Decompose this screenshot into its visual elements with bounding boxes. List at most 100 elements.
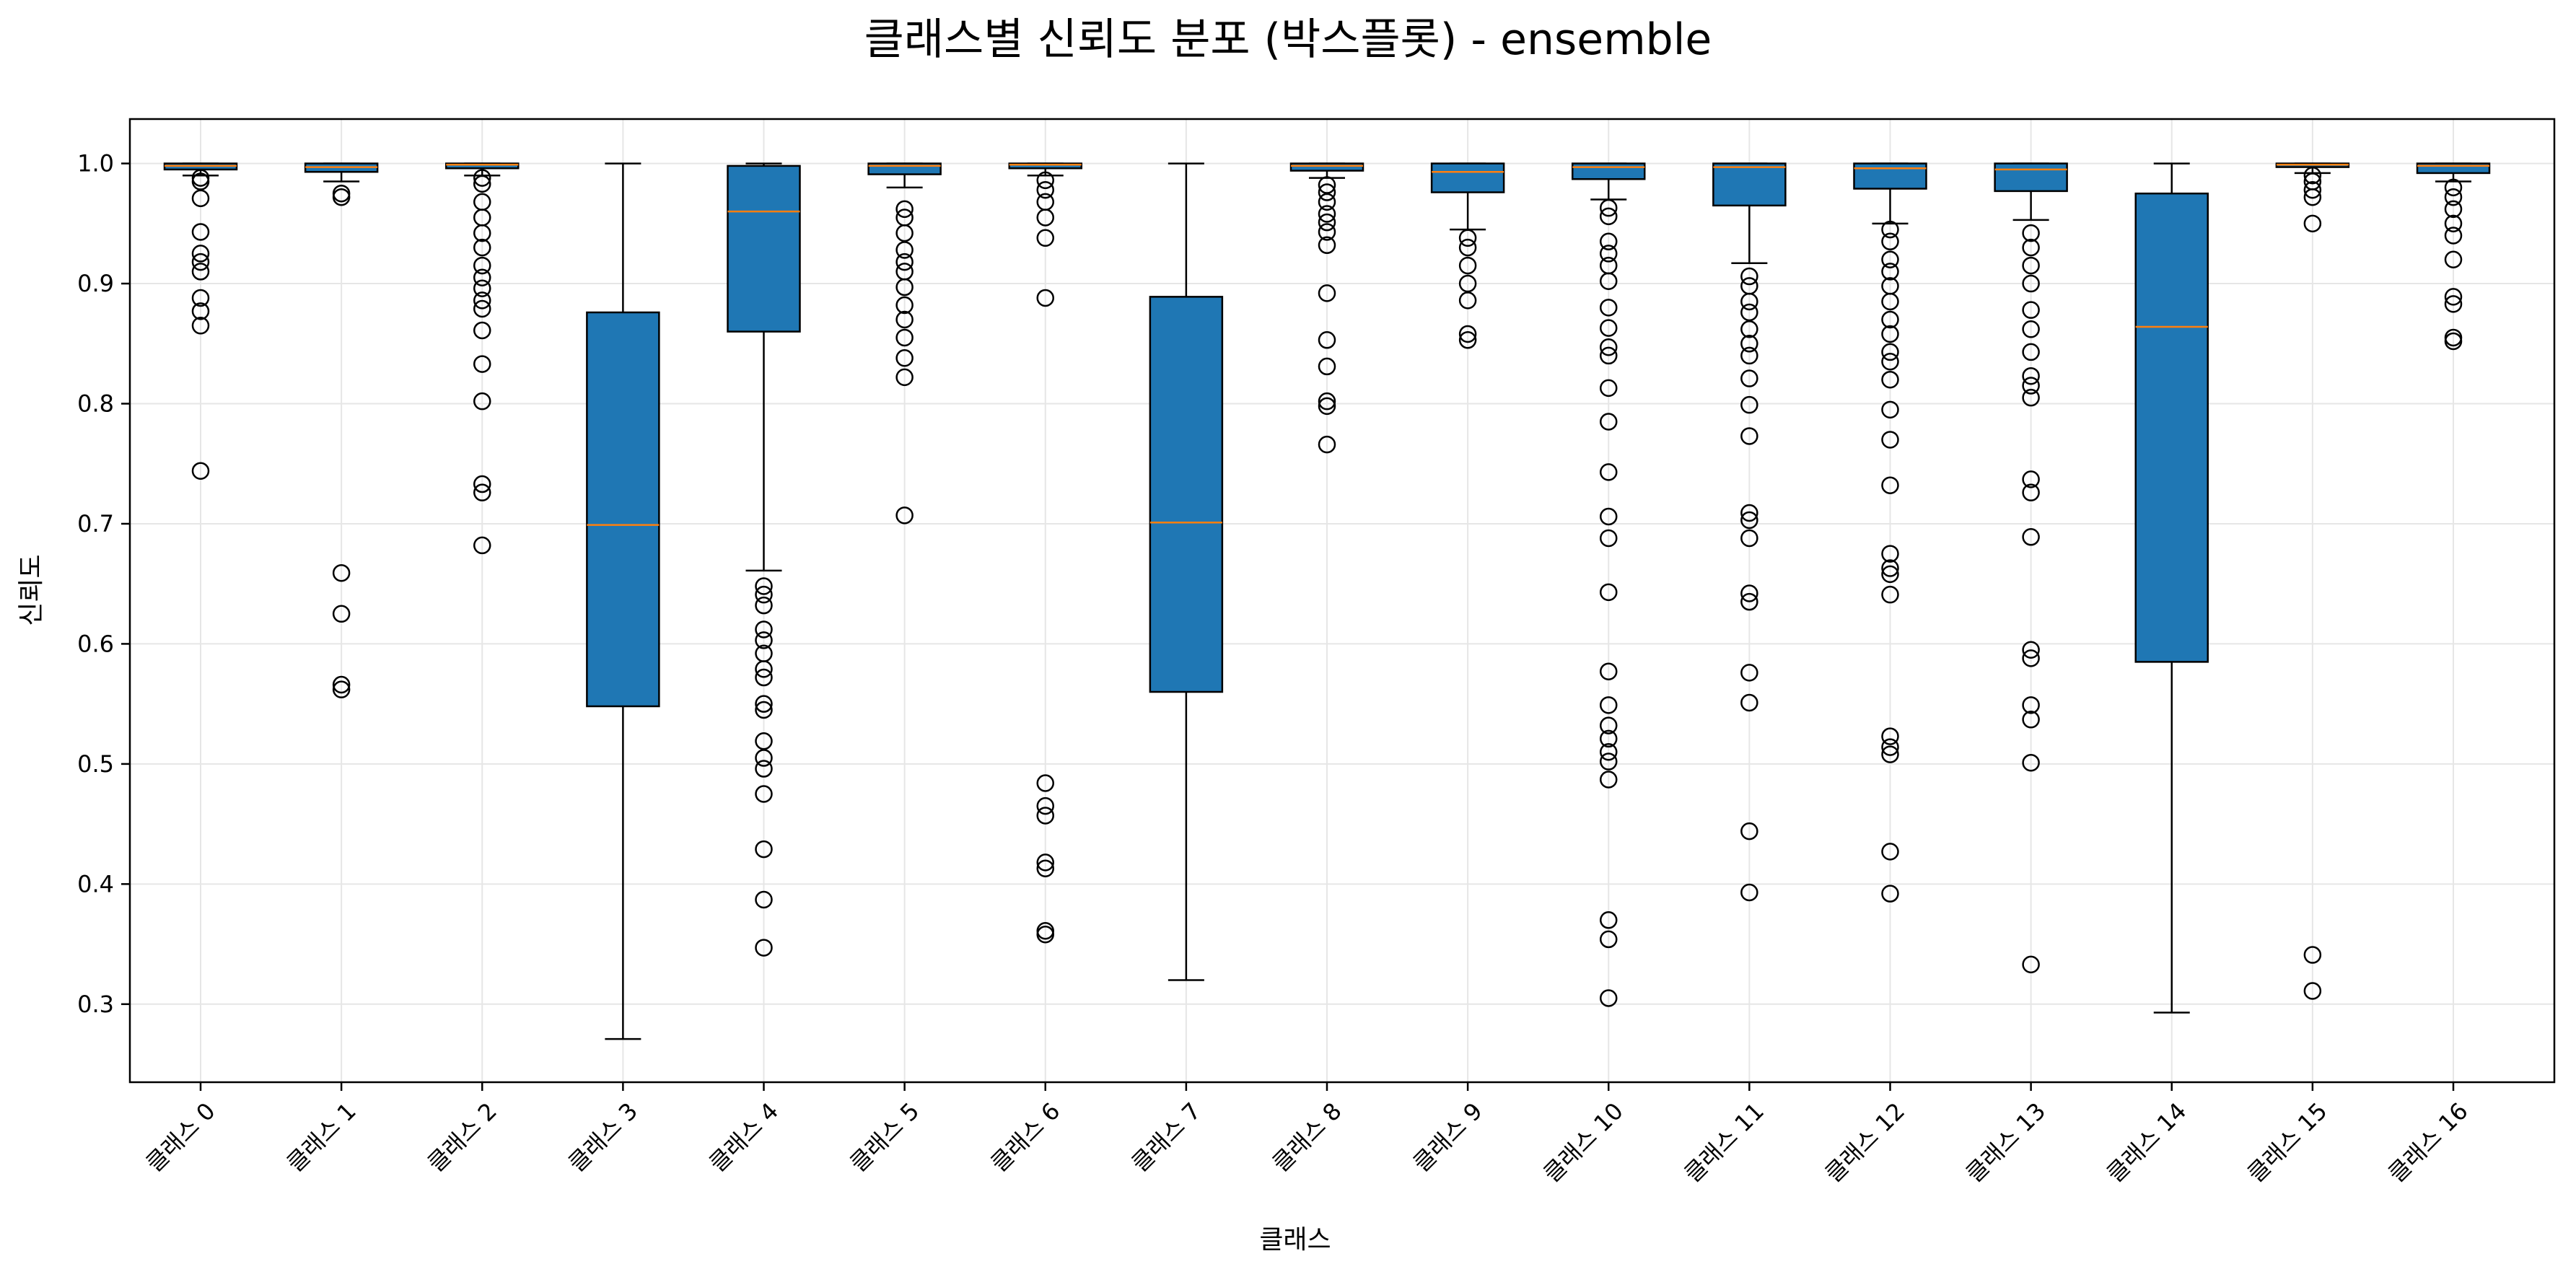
box-iqr: [1712, 162, 1787, 207]
outlier-point: [1881, 843, 1899, 861]
outlier-point: [2022, 256, 2040, 275]
outlier-point: [2022, 955, 2040, 974]
box-group: [304, 162, 379, 698]
outlier-point: [1600, 232, 1618, 251]
outlier-point: [755, 596, 773, 615]
outlier-point: [191, 302, 210, 320]
outlier-point: [1318, 284, 1336, 302]
box-group: [2275, 162, 2350, 1000]
outlier-point: [1740, 529, 1758, 548]
outlier-point: [1740, 303, 1758, 322]
outlier-point: [1458, 229, 1477, 247]
outlier-point: [332, 605, 351, 623]
outlier-point: [2022, 388, 2040, 407]
outlier-point: [1318, 392, 1336, 411]
outlier-point: [2444, 295, 2463, 313]
y-tick-label: 0.6: [77, 630, 114, 657]
box-group: [727, 162, 801, 957]
outlier-point: [1740, 693, 1758, 712]
outlier-point: [1600, 911, 1618, 929]
outlier-point: [2303, 946, 2322, 964]
box-group: [1149, 162, 1224, 981]
outlier-point: [1740, 584, 1758, 602]
outlier-point: [1036, 926, 1054, 944]
outlier-point: [2022, 320, 2040, 338]
outlier-point: [755, 577, 773, 595]
chart-title: 클래스별 신뢰도 분포 (박스플롯) - ensemble: [864, 14, 1712, 65]
outlier-point: [1740, 883, 1758, 902]
outlier-point: [191, 245, 210, 263]
outlier-point: [755, 585, 773, 604]
outlier-point: [755, 701, 773, 719]
box-group: [445, 162, 520, 555]
outlier-point: [755, 939, 773, 957]
outlier-point: [1318, 176, 1336, 194]
outlier-point: [755, 668, 773, 687]
outlier-point: [1740, 292, 1758, 311]
outlier-point: [1881, 250, 1899, 269]
x-axis-label: 클래스: [1259, 1225, 1331, 1255]
outlier-point: [2022, 641, 2040, 659]
outlier-point: [1881, 738, 1899, 756]
plot-frame: [128, 118, 2556, 1084]
outlier-point: [2303, 982, 2322, 1000]
outlier-point: [2022, 274, 2040, 293]
box-layer: [163, 162, 2491, 1040]
outlier-point: [1881, 885, 1899, 903]
outlier-point: [2022, 470, 2040, 488]
outlier-point: [1600, 583, 1618, 602]
box-iqr: [727, 164, 801, 333]
outlier-point: [895, 200, 914, 219]
outlier-point: [2303, 214, 2322, 233]
outlier-point: [1740, 267, 1758, 286]
outlier-point: [1600, 379, 1618, 398]
outlier-point: [895, 241, 914, 259]
outlier-point: [2303, 166, 2322, 185]
outlier-point: [473, 483, 491, 501]
outlier-point: [191, 189, 210, 208]
outlier-point: [191, 263, 210, 281]
box-iqr: [1994, 162, 2068, 193]
box-group: [1430, 162, 1505, 349]
outlier-point: [1318, 223, 1336, 241]
box-iqr: [586, 311, 660, 708]
outlier-point: [1458, 256, 1477, 275]
outlier-point: [1600, 463, 1618, 481]
outlier-point: [755, 695, 773, 713]
box-iqr: [1853, 162, 1927, 190]
outlier-point: [473, 279, 491, 297]
outlier-point: [1600, 507, 1618, 526]
outlier-point: [1036, 807, 1054, 825]
outlier-point: [1600, 771, 1618, 789]
box-iqr: [1430, 162, 1505, 193]
outlier-point: [1881, 370, 1899, 389]
box-group: [1712, 162, 1787, 902]
outlier-point: [1600, 989, 1618, 1007]
outlier-point: [2444, 250, 2463, 269]
outlier-point: [1458, 331, 1477, 349]
outlier-point: [1036, 289, 1054, 307]
outlier-point: [473, 355, 491, 373]
outlier-point: [1036, 229, 1054, 247]
outlier-point: [473, 299, 491, 318]
outlier-point: [473, 392, 491, 411]
outlier-point: [1881, 325, 1899, 343]
outlier-point: [473, 224, 491, 242]
outlier-point: [895, 253, 914, 271]
outlier-point: [1740, 504, 1758, 522]
y-tick-label: 0.7: [77, 510, 114, 537]
outlier-point: [473, 321, 491, 340]
outlier-point: [1881, 585, 1899, 604]
box-group: [1008, 162, 1082, 944]
outlier-point: [1600, 529, 1618, 548]
box-group: [2134, 162, 2209, 1014]
outlier-point: [1036, 859, 1054, 877]
outlier-point: [1036, 774, 1054, 792]
outlier-point: [1318, 205, 1336, 223]
outlier-point: [895, 296, 914, 315]
outlier-point: [755, 660, 773, 678]
outlier-point: [2022, 343, 2040, 361]
outlier-point: [191, 462, 210, 480]
y-tick-label: 0.5: [77, 750, 114, 778]
